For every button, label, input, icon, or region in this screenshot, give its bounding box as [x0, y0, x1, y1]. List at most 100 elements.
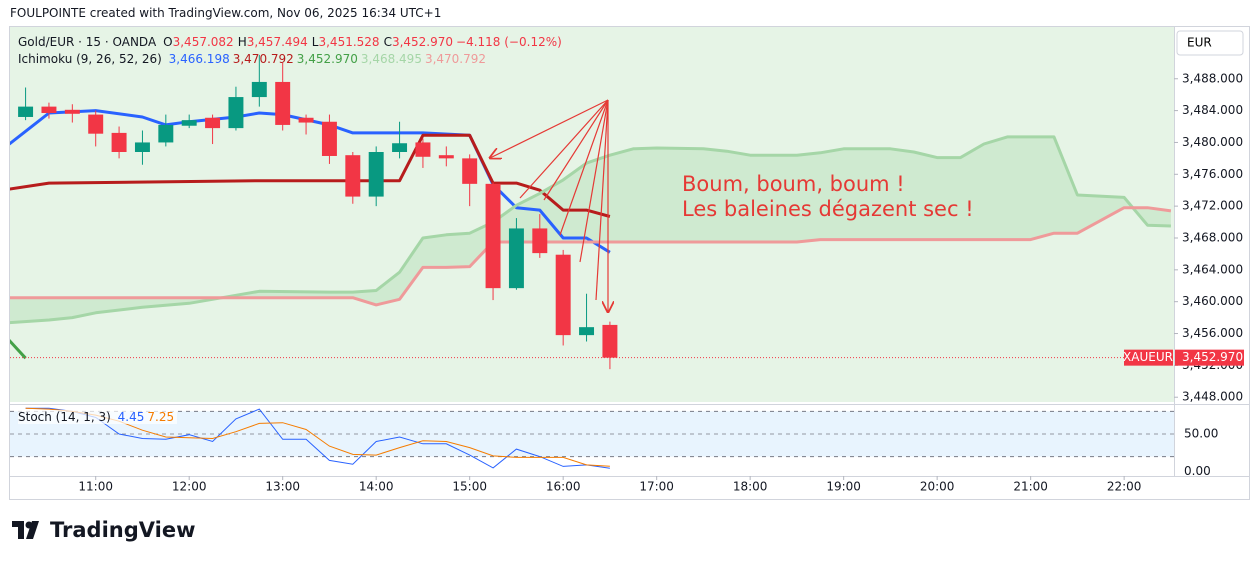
candle-body	[88, 114, 104, 134]
candle-body	[275, 81, 291, 125]
x-tick-label: 13:00	[265, 480, 300, 494]
x-tick-label: 19:00	[826, 480, 861, 494]
y-tick-label: 3,448.000	[1182, 390, 1243, 404]
candle-body	[485, 183, 501, 289]
annotation-arrows	[490, 99, 609, 312]
y-tick-label: 3,460.000	[1182, 294, 1243, 308]
candle-body	[228, 97, 244, 129]
y-tick-label: 3,480.000	[1182, 135, 1243, 149]
stoch-title: Stoch (14, 1, 3)	[18, 410, 111, 424]
x-tick-label: 20:00	[920, 480, 955, 494]
stoch-legend: Stoch (14, 1, 3) 4.45 7.25	[18, 410, 178, 424]
candle-body	[345, 155, 361, 197]
ichimoku-cloud	[10, 136, 1171, 323]
logo-icon	[12, 521, 39, 539]
stoch-band-fill	[10, 411, 1174, 457]
candle-body	[579, 327, 595, 336]
main-plot	[10, 54, 1174, 370]
candle-body	[602, 324, 618, 358]
indicator-value: 3,452.970	[296, 52, 358, 66]
indicator-value: 3,468.495	[360, 52, 422, 66]
ohlc-key: H	[237, 35, 247, 49]
x-tick-label: 21:00	[1013, 480, 1048, 494]
indicator-name: Ichimoku (9, 26, 52, 26)	[18, 52, 162, 66]
y-tick-label: 50.00	[1184, 426, 1218, 440]
stoch-value: 7.25	[147, 410, 175, 424]
candle-body	[111, 132, 127, 152]
arrow	[519, 99, 609, 199]
price-tag	[1175, 349, 1244, 366]
logo-text: TradingView	[50, 518, 196, 542]
candle-body	[415, 142, 431, 157]
x-tick-label: 11:00	[78, 480, 113, 494]
y-tick-label: 3,484.000	[1182, 103, 1243, 117]
stoch-pane	[10, 406, 1174, 476]
candle-body	[532, 228, 548, 254]
annotation: Boum, boum, boum !	[682, 172, 905, 196]
x-tick-label: 12:00	[172, 480, 207, 494]
y-tick-label: 0.00	[1184, 464, 1211, 478]
y-tick-label: 3,468.000	[1182, 230, 1243, 244]
candle-body	[555, 254, 571, 336]
candle-body	[64, 109, 80, 114]
frame	[9, 26, 1250, 500]
stoch-value: 4.45	[117, 410, 145, 424]
y-tick-label: 3,488.000	[1182, 71, 1243, 85]
ohlc-value: 3,457.494	[246, 35, 308, 49]
axes: 3,448.0003,452.0003,456.0003,460.0003,46…	[78, 71, 1243, 493]
symbol-tag	[1124, 349, 1173, 366]
x-tick-label: 16:00	[546, 480, 581, 494]
stoch-line	[25, 407, 610, 469]
ohlc-value: 3,452.970	[391, 35, 454, 49]
symbol: Gold/EUR · 15 · OANDA	[18, 35, 157, 49]
candle-body	[438, 155, 454, 159]
y-tick-label: 3,456.000	[1182, 326, 1243, 340]
indicator-value: 3,470.792	[232, 52, 294, 66]
candle-body	[251, 81, 267, 98]
arrow	[490, 99, 609, 158]
ohlc-key: O	[163, 35, 173, 49]
candle-body	[205, 117, 221, 129]
change: −4.118 (−0.12%)	[456, 35, 562, 49]
arrow	[559, 99, 609, 236]
y-tick-label: 3,464.000	[1182, 262, 1243, 276]
ichimoku-line	[10, 338, 27, 360]
candle-body	[462, 158, 478, 184]
x-tick-label: 15:00	[452, 480, 487, 494]
ohlc-value: 3,451.528	[318, 35, 380, 49]
indicator-value: 3,470.792	[424, 52, 487, 66]
candle-body	[508, 228, 524, 289]
currency-button[interactable]	[1176, 30, 1244, 56]
x-tick-label: 14:00	[359, 480, 394, 494]
y-tick-label: 3,472.000	[1182, 199, 1243, 213]
symbol-tag-label: XAUEUR	[1123, 350, 1173, 364]
candle-body	[158, 124, 174, 143]
indicator-value: 3,466.198	[168, 52, 230, 66]
x-tick-label: 17:00	[639, 480, 674, 494]
ohlc-value: 3,457.082	[172, 35, 234, 49]
header: FOULPOINTE created with TradingView.com,…	[10, 6, 442, 20]
candle-body	[392, 143, 408, 152]
stoch-plot	[10, 407, 1174, 469]
y-tick-label: 3,476.000	[1182, 167, 1243, 181]
ohlc-key: L	[311, 35, 319, 49]
candle-body	[321, 121, 337, 156]
main-pane	[10, 27, 1174, 402]
candle-body	[368, 152, 384, 197]
ichimoku-line	[10, 133, 611, 218]
price-tag-label: 3,452.970	[1182, 350, 1243, 364]
logo: TradingView	[12, 518, 195, 542]
candle-body	[298, 117, 314, 123]
price-legend: Gold/EUR · 15 · OANDA O3,457.082 H3,457.49…	[18, 35, 565, 49]
arrow	[579, 99, 609, 263]
arrow	[543, 99, 609, 201]
currency[interactable]: EUR	[1187, 36, 1212, 50]
candle-body	[18, 106, 34, 117]
indicator-legend: Ichimoku (9, 26, 52, 26) 3,466.198 3,470.…	[18, 52, 489, 66]
ichimoku-line	[10, 206, 1172, 307]
x-tick-label: 22:00	[1107, 480, 1142, 494]
candle-body	[134, 142, 150, 152]
arrow	[595, 99, 609, 301]
